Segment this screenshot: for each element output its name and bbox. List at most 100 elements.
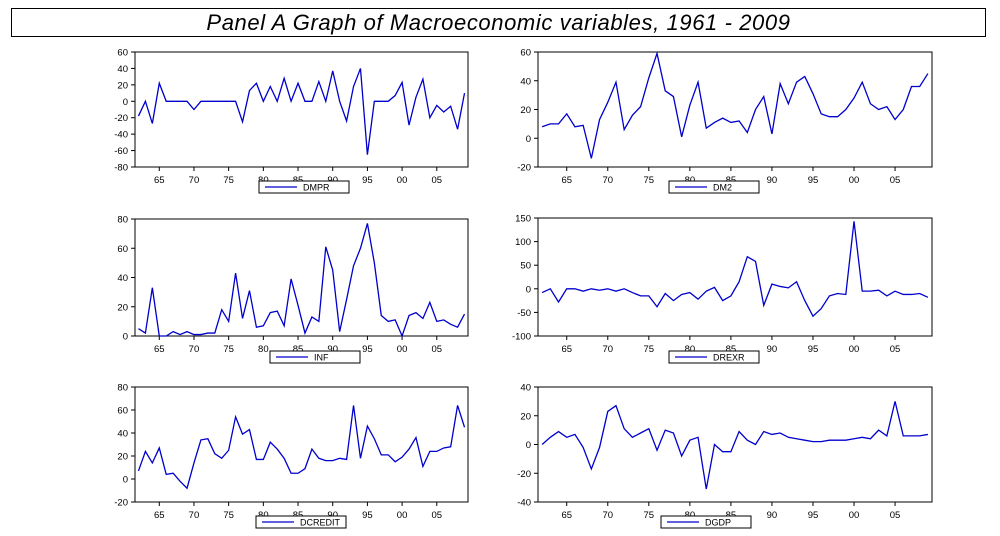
legend-label: DM2 <box>713 183 732 193</box>
y-tick-label: 20 <box>117 80 128 91</box>
y-tick-label: 150 <box>515 214 531 225</box>
series-line-dmpr <box>137 68 466 155</box>
y-tick-label: 0 <box>123 475 128 486</box>
legend-dmpr: DMPR <box>258 180 350 194</box>
legend-drexr: DREXR <box>668 350 760 364</box>
x-tick-label: 00 <box>849 175 860 186</box>
y-tick-label: -20 <box>517 469 531 480</box>
legend-dm2: DM2 <box>668 180 760 194</box>
y-tick-label: 0 <box>123 97 128 108</box>
chart-panel-4: -20020406080657075808590950005DCREDIT <box>114 383 469 529</box>
series-line-inf <box>138 223 466 338</box>
chart-panel-0: -80-60-40-200204060657075808590950005DMP… <box>114 48 469 194</box>
legend-inf: INF <box>269 350 361 364</box>
x-tick-label: 80 <box>685 344 696 355</box>
x-tick-label: 75 <box>223 175 234 186</box>
plot-frame <box>537 217 933 337</box>
y-tick-label: 40 <box>520 76 531 87</box>
x-tick-label: 05 <box>890 510 901 521</box>
legend-dgdp: DGDP <box>660 515 752 529</box>
y-tick-label: -20 <box>517 163 531 174</box>
x-tick-label: 70 <box>189 175 200 186</box>
y-tick-label: 40 <box>117 273 128 284</box>
y-tick-label: 100 <box>515 237 531 248</box>
x-tick-label: 05 <box>890 175 901 186</box>
plot-frame <box>134 386 469 503</box>
series-line-dcredit <box>137 405 466 490</box>
y-tick-label: 20 <box>117 302 128 313</box>
legend-box <box>660 515 752 529</box>
y-tick-label: 60 <box>520 48 531 59</box>
x-tick-label: 95 <box>808 510 819 521</box>
x-tick-label: 05 <box>431 344 442 355</box>
y-tick-label: -50 <box>517 308 531 319</box>
y-tick-label: 20 <box>520 411 531 422</box>
y-tick-label: 40 <box>117 429 128 440</box>
y-tick-label: 80 <box>117 215 128 226</box>
series-line-dgdp <box>541 401 929 490</box>
x-tick-label: 65 <box>561 344 572 355</box>
x-tick-label: 65 <box>154 344 165 355</box>
y-tick-label: -60 <box>114 146 128 157</box>
x-tick-label: 65 <box>561 175 572 186</box>
x-tick-label: 65 <box>154 510 165 521</box>
x-tick-label: 85 <box>293 344 304 355</box>
legend-dcredit: DCREDIT <box>255 515 347 529</box>
x-tick-label: 75 <box>644 510 655 521</box>
series-line-drexr <box>541 221 929 318</box>
legend-box <box>269 350 361 364</box>
x-tick-label: 90 <box>767 175 778 186</box>
legend-box <box>668 350 760 364</box>
x-tick-label: 00 <box>397 510 408 521</box>
y-tick-label: 40 <box>117 64 128 75</box>
y-tick-label: 20 <box>520 105 531 116</box>
chart-panel-3: -100 -50 0 50 100 150 65 70 75 80 85 90 95 00 05 DREXR <box>512 214 933 364</box>
x-tick-label: 95 <box>362 175 373 186</box>
chart-panel-1: -200204060657075808590950005DM2 <box>517 48 933 194</box>
legend-label: DREXR <box>713 353 745 363</box>
chart-panel-5: -40-2002040657075808590950005DGDP <box>517 383 933 529</box>
legend-label: DCREDIT <box>300 518 341 528</box>
y-tick-label: -100 <box>512 332 531 343</box>
x-tick-label: 80 <box>258 344 269 355</box>
x-tick-label: 95 <box>362 510 373 521</box>
y-tick-label: 0 <box>123 332 128 343</box>
x-tick-label: 70 <box>602 344 613 355</box>
legend-box <box>668 180 760 194</box>
x-tick-label: 00 <box>849 344 860 355</box>
figure-title: Panel A Graph of Macroeconomic variables… <box>206 10 791 35</box>
x-tick-label: 00 <box>849 510 860 521</box>
legend-label: DMPR <box>303 183 330 193</box>
x-tick-label: 90 <box>327 344 338 355</box>
y-tick-label: 50 <box>520 261 531 272</box>
x-tick-label: 75 <box>644 344 655 355</box>
plot-frame <box>537 51 933 168</box>
y-tick-label: -20 <box>114 498 128 509</box>
x-tick-label: 85 <box>726 344 737 355</box>
y-tick-label: 60 <box>117 48 128 59</box>
y-tick-label: -20 <box>114 113 128 124</box>
y-tick-label: 60 <box>117 244 128 255</box>
x-tick-label: 70 <box>602 175 613 186</box>
y-tick-label: 60 <box>117 406 128 417</box>
x-tick-label: 00 <box>397 175 408 186</box>
x-tick-label: 05 <box>431 510 442 521</box>
x-tick-label: 70 <box>189 510 200 521</box>
y-tick-label: 0 <box>526 440 531 451</box>
series-line-dm2 <box>541 51 929 159</box>
legend-box <box>258 180 350 194</box>
x-tick-label: 75 <box>223 510 234 521</box>
x-tick-label: 00 <box>397 344 408 355</box>
x-tick-label: 70 <box>189 344 200 355</box>
x-tick-label: 95 <box>808 344 819 355</box>
x-tick-label: 70 <box>602 510 613 521</box>
x-tick-label: 65 <box>154 175 165 186</box>
x-tick-label: 90 <box>767 510 778 521</box>
y-tick-label: 0 <box>526 284 531 295</box>
x-tick-label: 75 <box>223 344 234 355</box>
y-tick-label: 20 <box>117 452 128 463</box>
y-tick-label: 80 <box>117 383 128 394</box>
x-tick-label: 95 <box>362 344 373 355</box>
legend-label: INF <box>314 353 329 363</box>
